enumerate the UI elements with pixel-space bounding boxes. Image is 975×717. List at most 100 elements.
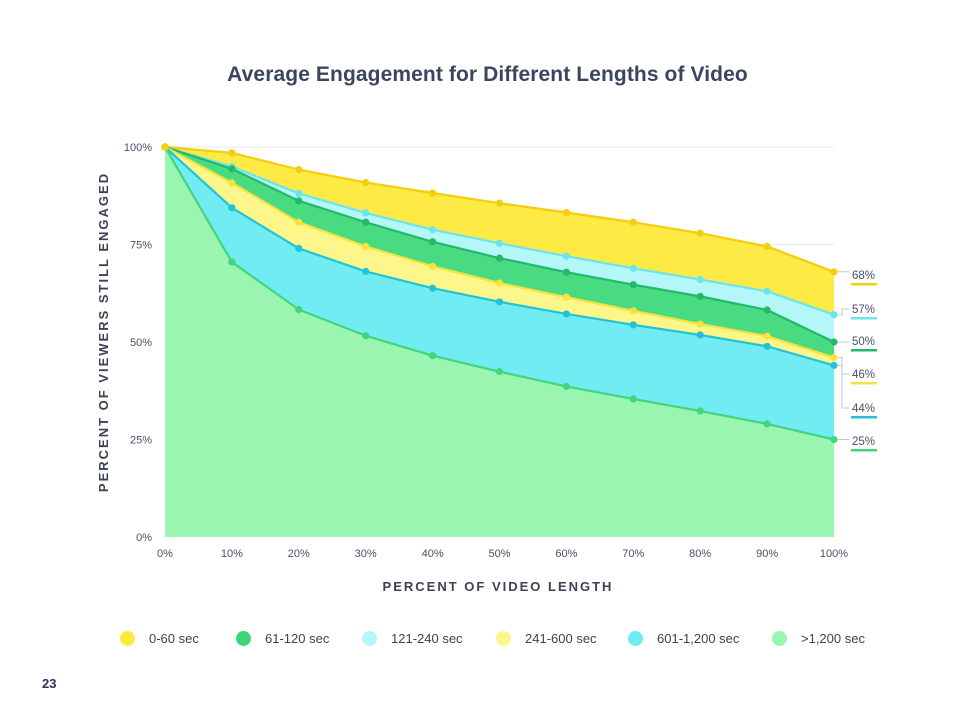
- legend: 0-60 sec 61-120 sec 121-240 sec 241-600 sec…: [0, 631, 975, 655]
- data-point: [629, 395, 637, 403]
- data-point: [763, 332, 771, 340]
- data-point: [362, 242, 370, 251]
- data-point: [362, 209, 370, 217]
- end-value-label: 46%: [852, 369, 875, 381]
- leader-line: [838, 364, 849, 409]
- legend-swatch: [236, 631, 251, 646]
- legend-label: 0-60 sec: [149, 631, 199, 646]
- data-point: [429, 352, 437, 360]
- data-point: [763, 242, 771, 251]
- data-point: [495, 239, 504, 247]
- end-label-underline: [851, 317, 877, 320]
- x-tick-label: 30%: [355, 548, 377, 560]
- data-point: [562, 293, 571, 301]
- data-point: [429, 284, 437, 292]
- data-point: [830, 268, 838, 276]
- page-number: 23: [42, 676, 57, 691]
- end-label-underline: [851, 449, 877, 452]
- data-point: [629, 307, 637, 315]
- data-point: [495, 279, 504, 287]
- legend-item: 61-120 sec: [236, 631, 329, 646]
- y-axis-ticks: 0% 25% 50% 75% 100%: [124, 142, 152, 544]
- data-point: [295, 166, 303, 174]
- data-point: [830, 311, 838, 319]
- data-point: [228, 179, 236, 187]
- end-value-label: 57%: [852, 304, 875, 316]
- data-point: [696, 276, 704, 284]
- y-axis-title: PERCENT OF VIEWERS STILL ENGAGED: [96, 172, 111, 492]
- y-tick-label: 100%: [124, 142, 152, 154]
- data-point: [228, 204, 236, 212]
- x-tick-label: 10%: [221, 548, 243, 560]
- data-point: [228, 149, 236, 157]
- end-label-underline: [851, 283, 877, 286]
- data-point: [562, 268, 571, 276]
- data-point: [295, 306, 303, 314]
- data-point: [295, 218, 303, 226]
- data-point: [228, 165, 236, 173]
- series-points: [161, 143, 838, 444]
- end-label-underline: [851, 416, 877, 419]
- data-point: [161, 143, 169, 151]
- data-point: [562, 208, 571, 217]
- x-tick-label: 90%: [756, 548, 778, 560]
- x-tick-label: 70%: [622, 548, 644, 560]
- end-label-underline: [851, 349, 877, 352]
- data-point: [830, 361, 838, 369]
- data-point: [295, 244, 303, 252]
- data-point: [362, 332, 370, 340]
- end-label-underline: [851, 382, 877, 385]
- legend-item: 601-1,200 sec: [628, 631, 739, 646]
- legend-label: 121-240 sec: [391, 631, 463, 646]
- x-tick-label: 100%: [820, 548, 848, 560]
- data-point: [629, 281, 637, 289]
- legend-label: 61-120 sec: [265, 631, 330, 646]
- x-axis-title: PERCENT OF VIDEO LENGTH: [383, 579, 614, 594]
- data-point: [495, 199, 504, 207]
- end-value-label: 44%: [852, 403, 875, 415]
- data-point: [362, 267, 370, 276]
- data-point: [629, 321, 637, 329]
- series-areas: [165, 147, 834, 537]
- data-point: [429, 226, 437, 234]
- data-point: [429, 262, 437, 270]
- x-tick-label: 60%: [555, 548, 577, 560]
- data-point: [629, 218, 637, 226]
- legend-label: >1,200 sec: [801, 631, 865, 646]
- data-point: [763, 306, 771, 314]
- legend-item: 0-60 sec: [120, 631, 199, 646]
- data-point: [629, 264, 637, 272]
- end-value-label: 25%: [852, 436, 875, 448]
- data-point: [763, 420, 771, 428]
- data-point: [495, 254, 504, 262]
- data-point: [562, 252, 571, 260]
- data-point: [295, 189, 303, 198]
- data-point: [696, 407, 704, 415]
- data-point: [362, 178, 370, 187]
- end-labels: 68% 57% 50% 46% 44% 25%: [838, 270, 877, 452]
- x-tick-label: 80%: [689, 548, 711, 560]
- y-tick-label: 25%: [130, 435, 152, 447]
- chart-title: Average Engagement for Different Lengths…: [227, 63, 748, 86]
- data-point: [763, 342, 771, 350]
- area--1-200-sec: [165, 147, 834, 537]
- data-point: [830, 338, 838, 346]
- legend-swatch: [772, 631, 787, 646]
- data-point: [495, 368, 504, 376]
- data-point: [429, 189, 437, 197]
- leader-line: [838, 308, 849, 316]
- data-point: [562, 310, 571, 318]
- data-point: [696, 292, 704, 300]
- data-point: [562, 382, 571, 391]
- data-point: [696, 229, 704, 237]
- data-point: [228, 258, 236, 266]
- data-point: [696, 320, 704, 328]
- data-point: [429, 238, 437, 246]
- data-point: [830, 354, 838, 362]
- legend-swatch: [120, 631, 135, 646]
- x-tick-label: 50%: [488, 548, 510, 560]
- data-point: [763, 287, 771, 295]
- legend-item: 241-600 sec: [496, 631, 597, 646]
- legend-swatch: [628, 631, 643, 646]
